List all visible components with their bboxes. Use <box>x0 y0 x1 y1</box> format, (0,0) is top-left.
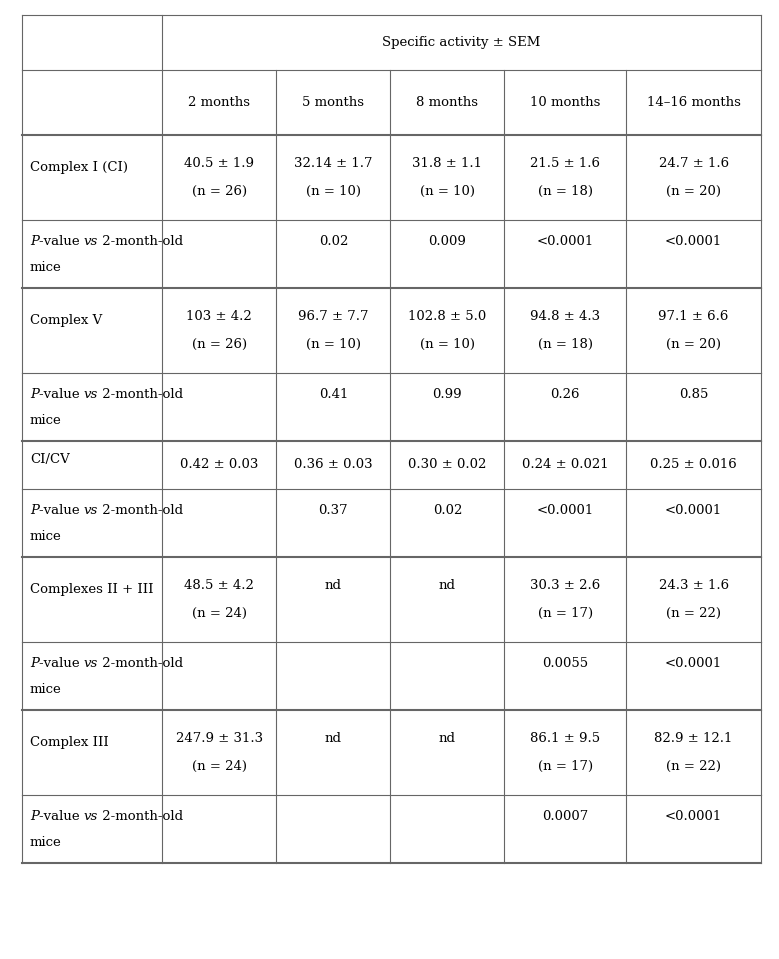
Text: <0.0001: <0.0001 <box>665 810 722 823</box>
Text: Complex V: Complex V <box>30 314 102 327</box>
Text: (n = 20): (n = 20) <box>666 339 721 351</box>
Text: (n = 22): (n = 22) <box>666 607 721 620</box>
Text: vs: vs <box>84 235 98 248</box>
Text: 21.5 ± 1.6: 21.5 ± 1.6 <box>530 156 601 170</box>
Text: 82.9 ± 12.1: 82.9 ± 12.1 <box>654 732 733 744</box>
Text: (n = 24): (n = 24) <box>192 760 247 774</box>
Text: 0.25 ± 0.016: 0.25 ± 0.016 <box>650 458 737 472</box>
Text: (n = 26): (n = 26) <box>192 339 247 351</box>
Text: (n = 20): (n = 20) <box>666 185 721 199</box>
Text: vs: vs <box>84 810 98 823</box>
Text: 40.5 ± 1.9: 40.5 ± 1.9 <box>185 156 254 170</box>
Text: 102.8 ± 5.0: 102.8 ± 5.0 <box>408 310 487 322</box>
Text: (n = 10): (n = 10) <box>306 185 361 199</box>
Text: Complex I (CI): Complex I (CI) <box>30 161 128 174</box>
Text: 0.36 ± 0.03: 0.36 ± 0.03 <box>294 458 372 472</box>
Text: 0.0007: 0.0007 <box>542 810 588 823</box>
Text: vs: vs <box>84 504 98 517</box>
Text: -value: -value <box>39 235 84 248</box>
Text: 2 months: 2 months <box>189 96 250 109</box>
Text: 2-month-old: 2-month-old <box>98 235 183 248</box>
Text: 8 months: 8 months <box>416 96 478 109</box>
Text: 48.5 ± 4.2: 48.5 ± 4.2 <box>185 578 254 592</box>
Text: Complexes II + III: Complexes II + III <box>30 583 153 596</box>
Text: mice: mice <box>30 414 62 427</box>
Text: 2-month-old: 2-month-old <box>98 504 183 517</box>
Text: mice: mice <box>30 683 62 696</box>
Text: (n = 24): (n = 24) <box>192 607 247 620</box>
Text: -value: -value <box>39 657 84 670</box>
Text: 0.02: 0.02 <box>432 504 462 517</box>
Text: 97.1 ± 6.6: 97.1 ± 6.6 <box>658 310 729 322</box>
Text: 0.24 ± 0.021: 0.24 ± 0.021 <box>522 458 608 472</box>
Text: (n = 17): (n = 17) <box>538 607 593 620</box>
Text: nd: nd <box>325 732 342 744</box>
Text: 247.9 ± 31.3: 247.9 ± 31.3 <box>176 732 263 744</box>
Text: 86.1 ± 9.5: 86.1 ± 9.5 <box>530 732 601 744</box>
Text: nd: nd <box>439 732 456 744</box>
Text: 94.8 ± 4.3: 94.8 ± 4.3 <box>530 310 601 322</box>
Text: 14–16 months: 14–16 months <box>647 96 741 109</box>
Text: 30.3 ± 2.6: 30.3 ± 2.6 <box>530 578 601 592</box>
Text: 103 ± 4.2: 103 ± 4.2 <box>186 310 252 322</box>
Text: <0.0001: <0.0001 <box>665 235 722 248</box>
Text: nd: nd <box>325 578 342 592</box>
Text: 96.7 ± 7.7: 96.7 ± 7.7 <box>298 310 368 322</box>
Text: mice: mice <box>30 836 62 849</box>
Text: <0.0001: <0.0001 <box>537 504 594 517</box>
Text: 32.14 ± 1.7: 32.14 ± 1.7 <box>294 156 372 170</box>
Text: Complex III: Complex III <box>30 736 109 749</box>
Text: 0.41: 0.41 <box>319 388 348 401</box>
Text: -value: -value <box>39 388 84 401</box>
Text: 10 months: 10 months <box>530 96 601 109</box>
Text: (n = 10): (n = 10) <box>420 339 475 351</box>
Text: 2-month-old: 2-month-old <box>98 657 183 670</box>
Text: 0.0055: 0.0055 <box>542 657 588 670</box>
Text: -value: -value <box>39 504 84 517</box>
Text: (n = 10): (n = 10) <box>420 185 475 199</box>
Text: vs: vs <box>84 657 98 670</box>
Text: CI/CV: CI/CV <box>30 453 70 466</box>
Text: 5 months: 5 months <box>302 96 365 109</box>
Text: 0.99: 0.99 <box>432 388 462 401</box>
Text: (n = 26): (n = 26) <box>192 185 247 199</box>
Text: nd: nd <box>439 578 456 592</box>
Text: 0.009: 0.009 <box>428 235 467 248</box>
Text: 0.26: 0.26 <box>551 388 580 401</box>
Text: 0.30 ± 0.02: 0.30 ± 0.02 <box>408 458 487 472</box>
Text: P: P <box>30 810 39 823</box>
Text: Specific activity ± SEM: Specific activity ± SEM <box>382 36 541 49</box>
Text: 0.02: 0.02 <box>319 235 348 248</box>
Text: (n = 17): (n = 17) <box>538 760 593 774</box>
Text: (n = 18): (n = 18) <box>538 185 593 199</box>
Text: vs: vs <box>84 388 98 401</box>
Text: P: P <box>30 657 39 670</box>
Text: P: P <box>30 235 39 248</box>
Text: <0.0001: <0.0001 <box>665 504 722 517</box>
Text: 0.42 ± 0.03: 0.42 ± 0.03 <box>180 458 259 472</box>
Text: mice: mice <box>30 261 62 274</box>
Text: (n = 10): (n = 10) <box>306 339 361 351</box>
Text: 24.7 ± 1.6: 24.7 ± 1.6 <box>658 156 728 170</box>
Text: 2-month-old: 2-month-old <box>98 810 183 823</box>
Text: mice: mice <box>30 530 62 543</box>
Text: P: P <box>30 388 39 401</box>
Text: -value: -value <box>39 810 84 823</box>
Text: (n = 22): (n = 22) <box>666 760 721 774</box>
Text: <0.0001: <0.0001 <box>537 235 594 248</box>
Text: 31.8 ± 1.1: 31.8 ± 1.1 <box>412 156 482 170</box>
Text: 0.37: 0.37 <box>319 504 348 517</box>
Text: 0.85: 0.85 <box>679 388 708 401</box>
Text: 24.3 ± 1.6: 24.3 ± 1.6 <box>658 578 728 592</box>
Text: P: P <box>30 504 39 517</box>
Text: (n = 18): (n = 18) <box>538 339 593 351</box>
Text: <0.0001: <0.0001 <box>665 657 722 670</box>
Text: 2-month-old: 2-month-old <box>98 388 183 401</box>
